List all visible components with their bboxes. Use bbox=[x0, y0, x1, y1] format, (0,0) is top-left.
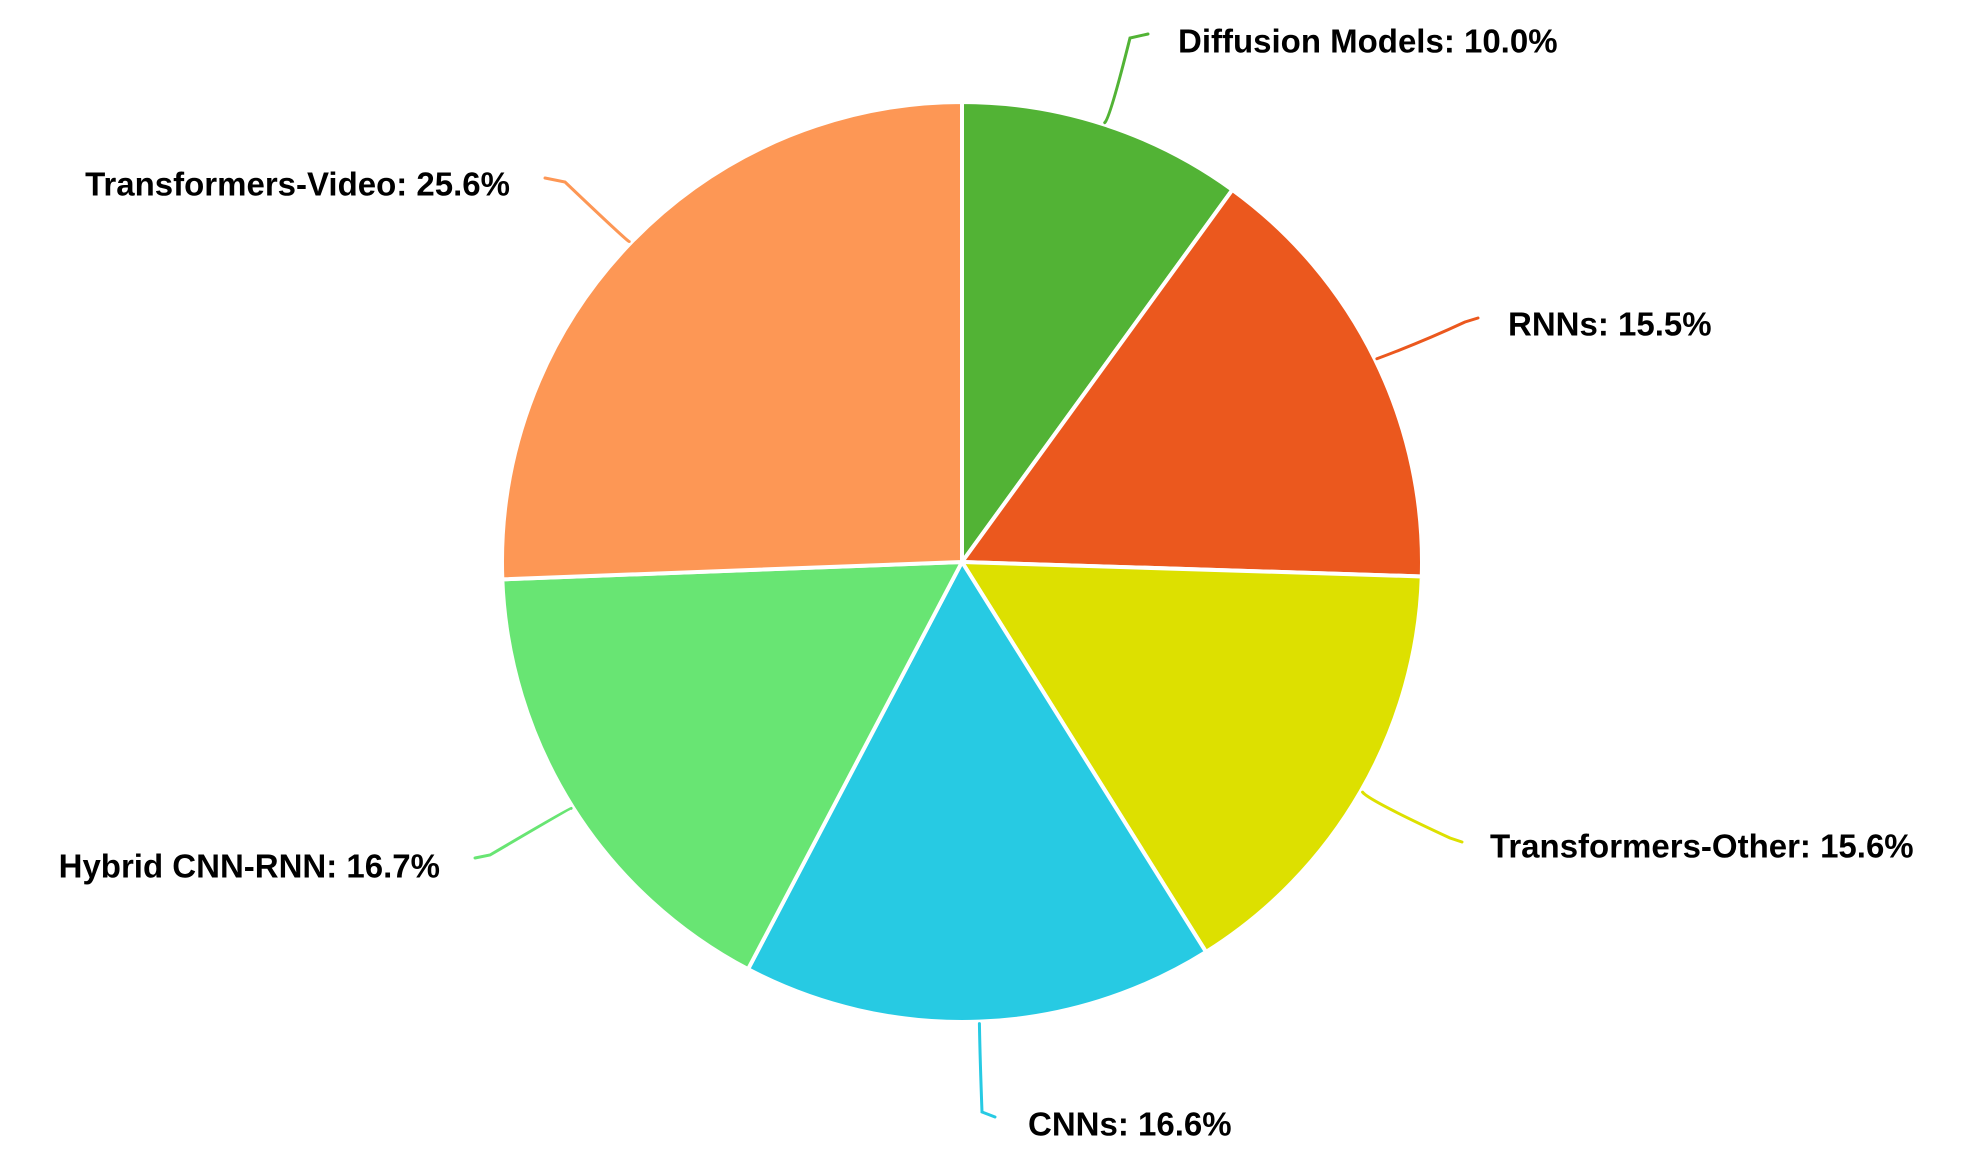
leader-line-hybrid-cnn-rnn bbox=[473, 806, 573, 860]
leader-line-transformers-video bbox=[543, 176, 631, 244]
leader-line-cnns bbox=[977, 1022, 997, 1119]
leader-lines bbox=[473, 32, 1480, 1119]
leader-line-rnns bbox=[1375, 316, 1480, 361]
slice-labels: Diffusion Models: 10.0% RNNs: 15.5% Transf… bbox=[59, 23, 1914, 1143]
leader-line-transformers-other bbox=[1361, 790, 1464, 844]
pie-slices bbox=[500, 100, 1424, 1024]
slice-label-transformers-video: Transformers-Video: 25.6% bbox=[85, 166, 510, 203]
leader-line-diffusion-models bbox=[1103, 32, 1150, 125]
pie-slice-diffusion-models bbox=[960, 100, 1235, 564]
slice-label-rnns: RNNs: 15.5% bbox=[1508, 306, 1712, 343]
pie-slice-rnns bbox=[960, 187, 1424, 579]
slice-label-diffusion-models: Diffusion Models: 10.0% bbox=[1178, 23, 1558, 60]
slice-label-transformers-other: Transformers-Other: 15.6% bbox=[1490, 828, 1914, 865]
pie-slice-hybrid-cnn-rnn bbox=[500, 560, 964, 972]
slice-label-hybrid-cnn-rnn: Hybrid CNN-RNN: 16.7% bbox=[59, 848, 440, 885]
pie-slice-transformers-other bbox=[960, 560, 1424, 954]
pie-slice-transformers-video bbox=[500, 100, 964, 582]
pie-slice-cnns bbox=[746, 560, 1209, 1024]
slice-label-cnns: CNNs: 16.6% bbox=[1028, 1106, 1232, 1143]
